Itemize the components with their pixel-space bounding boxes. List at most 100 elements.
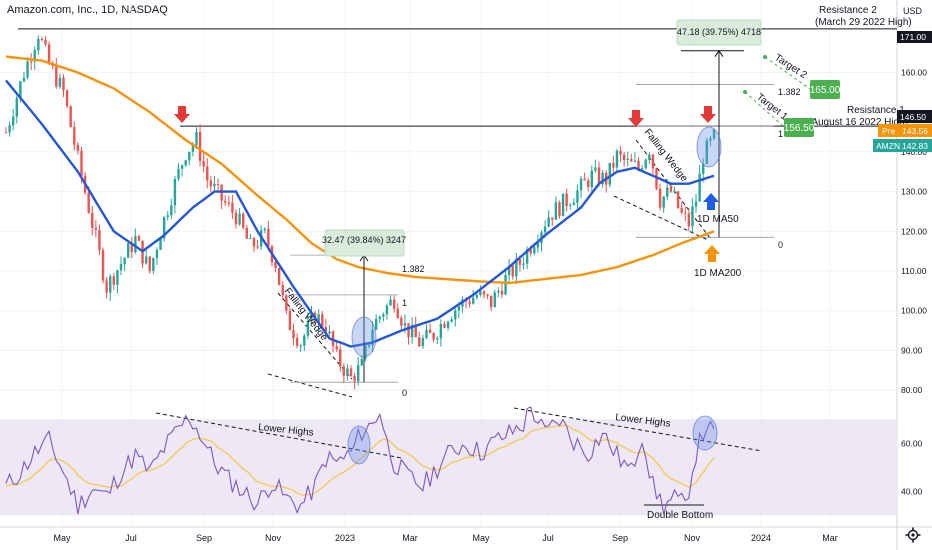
candle[interactable] — [65, 89, 69, 109]
candle[interactable] — [195, 127, 198, 149]
candle[interactable] — [285, 294, 288, 315]
candle[interactable] — [594, 159, 597, 173]
candle[interactable] — [126, 241, 130, 258]
candle[interactable] — [626, 151, 629, 167]
candle[interactable] — [33, 46, 36, 70]
candle[interactable] — [500, 284, 504, 299]
candle[interactable] — [378, 315, 381, 324]
candle[interactable] — [252, 236, 256, 253]
candle[interactable] — [694, 193, 698, 213]
candle[interactable] — [249, 233, 252, 240]
candle[interactable] — [432, 331, 435, 343]
candle[interactable] — [425, 324, 428, 340]
candle[interactable] — [141, 240, 144, 269]
candle[interactable] — [687, 207, 691, 232]
candle[interactable] — [493, 289, 496, 308]
candle[interactable] — [155, 247, 159, 265]
candle[interactable] — [450, 316, 453, 323]
candle[interactable] — [180, 164, 184, 177]
target-1-box[interactable] — [784, 118, 814, 137]
candle[interactable] — [454, 307, 457, 327]
candle[interactable] — [486, 293, 489, 300]
measure-box-1[interactable] — [324, 229, 405, 257]
candle[interactable] — [112, 273, 116, 290]
candle[interactable] — [374, 314, 378, 331]
candle[interactable] — [382, 312, 385, 322]
candle[interactable] — [245, 225, 248, 239]
candle[interactable] — [94, 219, 98, 238]
candle[interactable] — [428, 323, 432, 334]
candle[interactable] — [148, 256, 151, 274]
candle[interactable] — [73, 121, 76, 151]
candle[interactable] — [116, 269, 119, 294]
candle[interactable] — [173, 176, 177, 214]
candle[interactable] — [134, 228, 137, 255]
candle[interactable] — [58, 73, 62, 89]
candle[interactable] — [22, 71, 26, 83]
candle[interactable] — [644, 158, 647, 170]
candle[interactable] — [615, 148, 619, 171]
candle[interactable] — [357, 357, 360, 386]
candle[interactable] — [522, 256, 525, 270]
candle[interactable] — [364, 342, 367, 362]
gear-icon[interactable] — [902, 526, 924, 544]
candle[interactable] — [26, 57, 29, 80]
candle[interactable] — [11, 108, 15, 131]
candle[interactable] — [130, 237, 133, 259]
candle[interactable] — [604, 170, 608, 193]
candle[interactable] — [62, 74, 65, 97]
candle[interactable] — [342, 363, 346, 383]
candle[interactable] — [572, 198, 576, 206]
candle[interactable] — [69, 105, 72, 128]
candle[interactable] — [551, 217, 554, 227]
candle[interactable] — [576, 184, 579, 209]
candle[interactable] — [536, 234, 540, 253]
candle[interactable] — [590, 165, 594, 194]
candle[interactable] — [396, 303, 399, 319]
candle[interactable] — [109, 273, 112, 301]
candle[interactable] — [220, 184, 223, 210]
candle[interactable] — [339, 344, 342, 372]
candle[interactable] — [482, 290, 486, 299]
candle[interactable] — [619, 145, 622, 162]
candle[interactable] — [281, 281, 284, 301]
candle[interactable] — [198, 124, 202, 167]
candle[interactable] — [353, 372, 356, 390]
candle[interactable] — [622, 151, 626, 168]
candle[interactable] — [324, 319, 328, 339]
candle[interactable] — [227, 195, 231, 207]
measure-box-2[interactable] — [676, 19, 762, 46]
candle[interactable] — [188, 151, 191, 166]
candle[interactable] — [256, 239, 259, 250]
candle[interactable] — [658, 183, 662, 211]
candle[interactable] — [583, 172, 586, 181]
candle[interactable] — [170, 198, 173, 220]
candle[interactable] — [515, 252, 518, 285]
candle[interactable] — [698, 165, 701, 202]
candle[interactable] — [288, 307, 292, 331]
candle[interactable] — [436, 336, 439, 344]
candle[interactable] — [98, 224, 101, 256]
candle[interactable] — [29, 53, 33, 71]
candle[interactable] — [565, 188, 568, 212]
candle[interactable] — [15, 95, 18, 124]
candle[interactable] — [579, 176, 583, 199]
candle[interactable] — [439, 319, 443, 347]
candle[interactable] — [540, 230, 543, 252]
candle[interactable] — [392, 295, 396, 313]
candle[interactable] — [705, 138, 709, 165]
target-2-box[interactable] — [810, 80, 840, 99]
candle[interactable] — [676, 190, 680, 209]
candle[interactable] — [601, 169, 604, 188]
candle[interactable] — [209, 176, 213, 193]
candle[interactable] — [37, 35, 40, 56]
currency-label[interactable]: USD — [903, 6, 923, 16]
candle[interactable] — [673, 186, 676, 194]
candle[interactable] — [238, 207, 241, 226]
candle[interactable] — [299, 343, 302, 353]
candle[interactable] — [40, 36, 44, 42]
candle[interactable] — [76, 141, 80, 155]
candle[interactable] — [371, 321, 374, 353]
candle[interactable] — [162, 216, 166, 243]
